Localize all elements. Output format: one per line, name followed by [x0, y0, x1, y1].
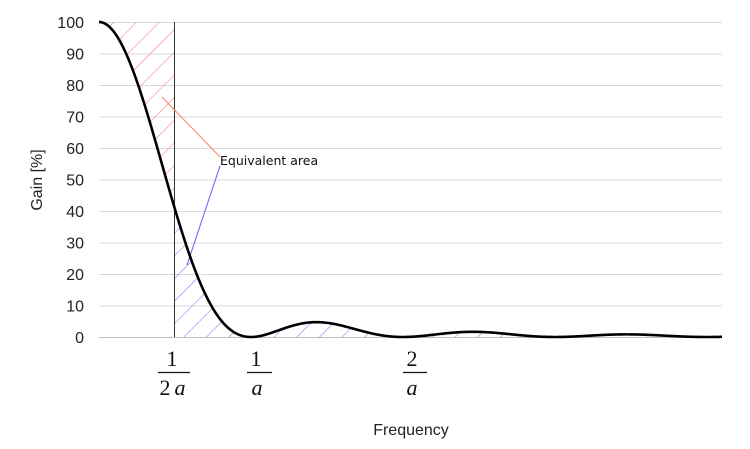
svg-text:a: a [175, 375, 186, 400]
gain-curve [98, 20, 723, 339]
ytick-0: 0 [75, 330, 84, 347]
ytick-30: 30 [66, 236, 84, 253]
y-tick-labels: 100 90 80 70 60 50 40 30 20 10 0 [57, 15, 84, 347]
x-axis-title: Frequency [373, 422, 449, 439]
xtick-1-over-a: 1 a [247, 346, 272, 400]
svg-text:a: a [252, 375, 263, 400]
blue-leader-line [186, 165, 221, 266]
ytick-50: 50 [66, 173, 84, 190]
svg-text:2: 2 [160, 375, 171, 400]
equivalent-area-annotation: Equivalent area [220, 153, 318, 168]
ytick-100: 100 [57, 15, 84, 32]
ytick-90: 90 [66, 47, 84, 64]
xtick-1-over-2a: 1 2 a [158, 346, 190, 400]
ytick-80: 80 [66, 78, 84, 95]
xtick-2-over-a: 2 a [403, 346, 427, 400]
ytick-10: 10 [66, 299, 84, 316]
red-hatched-area [99, 22, 175, 210]
ytick-40: 40 [66, 204, 84, 221]
svg-text:2: 2 [407, 346, 418, 371]
y-axis-title: Gain [%] [29, 149, 46, 210]
svg-text:a: a [407, 375, 418, 400]
blue-hatched-area [175, 209, 510, 337]
ytick-60: 60 [66, 141, 84, 158]
svg-text:1: 1 [167, 346, 178, 371]
ytick-20: 20 [66, 267, 84, 284]
ytick-70: 70 [66, 110, 84, 127]
svg-text:1: 1 [251, 346, 262, 371]
red-leader-line [161, 96, 221, 158]
